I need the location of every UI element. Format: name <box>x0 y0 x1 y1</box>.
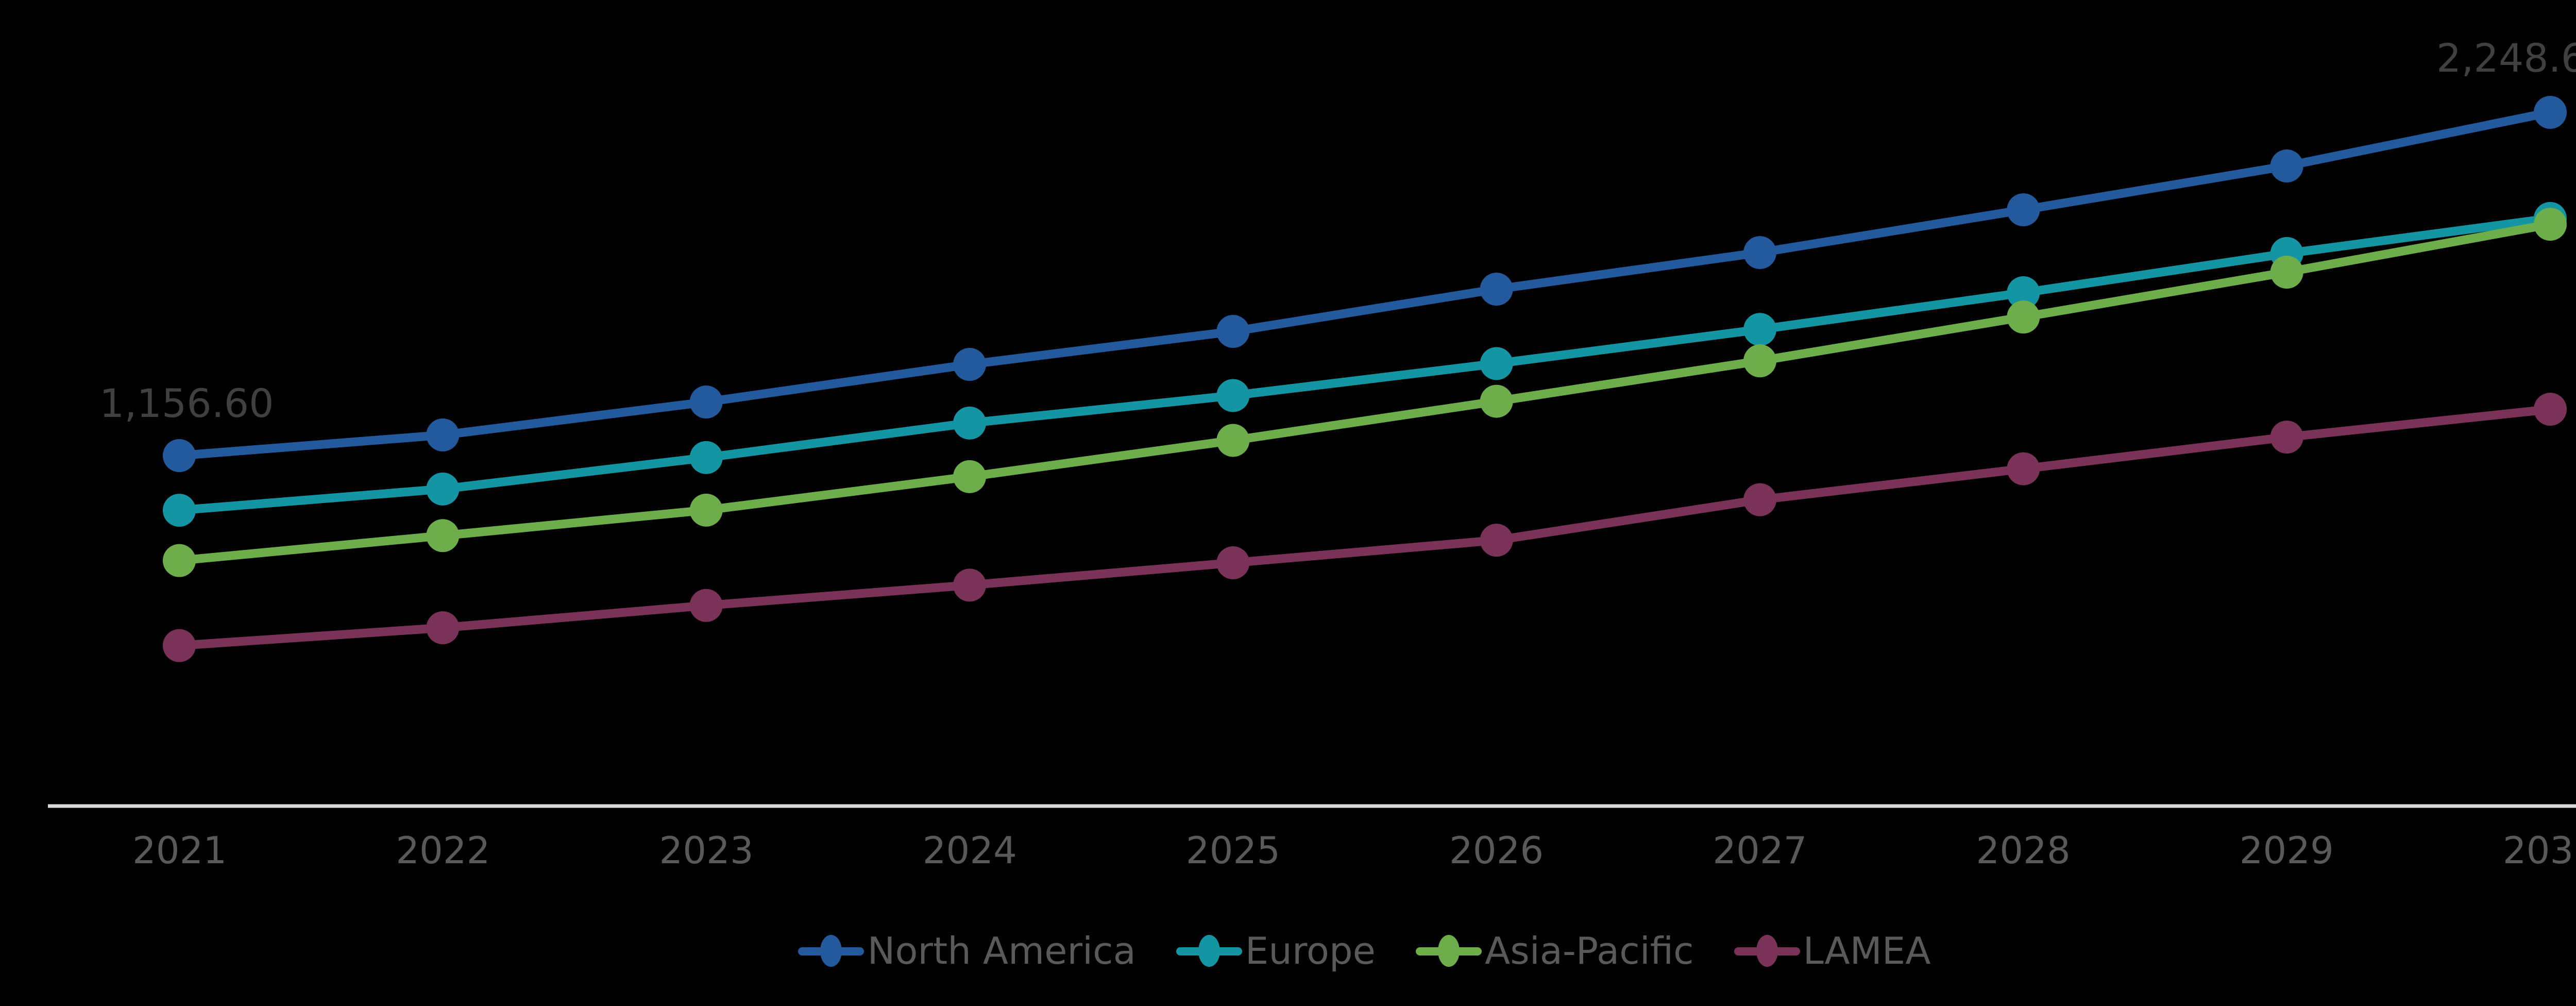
legend-marker-icon <box>798 935 865 967</box>
data-point-marker[interactable] <box>1743 344 1776 378</box>
data-point-marker[interactable] <box>2270 256 2303 289</box>
data-point-marker[interactable] <box>689 385 723 419</box>
data-point-marker[interactable] <box>163 629 196 662</box>
legend-marker-icon <box>1415 935 1482 967</box>
x-axis-tick-labels: 2021 2022 2023 2024 2025 2026 2027 2028 2029 2030 <box>48 825 2576 876</box>
legend-item-asia-pacific[interactable]: Asia-Pacific <box>1415 923 1694 979</box>
legend-item-lamea[interactable]: LAMEA <box>1734 923 1931 979</box>
series-line-asia-pacific <box>175 220 2555 565</box>
legend-item-label: LAMEA <box>1803 929 1931 973</box>
data-point-marker[interactable] <box>953 348 986 381</box>
series-group <box>163 96 2567 662</box>
data-point-marker[interactable] <box>2007 452 2040 485</box>
data-point-marker[interactable] <box>1216 315 1250 348</box>
data-point-marker[interactable] <box>2007 193 2040 227</box>
data-point-marker[interactable] <box>426 519 460 552</box>
x-axis-tick-2027: 2027 <box>1713 829 1807 872</box>
data-point-marker[interactable] <box>426 418 460 451</box>
data-point-marker[interactable] <box>1480 384 1513 418</box>
legend-marker-icon <box>1734 935 1800 967</box>
data-point-marker[interactable] <box>1480 524 1513 557</box>
data-point-marker[interactable] <box>426 472 460 506</box>
x-axis-tick-2023: 2023 <box>659 829 754 872</box>
legend-marker-icon <box>1176 935 1242 967</box>
x-axis-tick-2025: 2025 <box>1185 829 1281 872</box>
first-data-label: 1,156.60 <box>99 380 274 426</box>
data-point-marker[interactable] <box>2534 208 2567 241</box>
x-axis-tick-2028: 2028 <box>1976 829 2071 872</box>
series-line-north-america <box>175 108 2555 460</box>
data-point-marker[interactable] <box>2270 149 2303 183</box>
data-point-marker[interactable] <box>163 494 196 527</box>
data-point-marker[interactable] <box>689 589 723 622</box>
data-point-marker[interactable] <box>1216 379 1250 412</box>
last-data-label: 2,248.60 <box>2436 35 2576 81</box>
legend-item-label: Europe <box>1245 929 1376 973</box>
x-axis-tick-2026: 2026 <box>1449 829 1544 872</box>
data-point-marker[interactable] <box>689 441 723 474</box>
data-point-marker[interactable] <box>1216 546 1250 580</box>
x-axis-tick-2030: 2030 <box>2502 829 2576 872</box>
data-point-marker[interactable] <box>2270 421 2303 454</box>
legend-item-label: North America <box>867 929 1136 973</box>
x-axis-tick-2024: 2024 <box>922 829 1017 872</box>
data-point-marker[interactable] <box>1480 273 1513 306</box>
x-axis-tick-2021: 2021 <box>132 829 227 872</box>
legend-item-label: Asia-Pacific <box>1484 929 1694 973</box>
data-point-marker[interactable] <box>163 439 196 472</box>
data-point-marker[interactable] <box>2007 300 2040 334</box>
data-point-marker[interactable] <box>2007 276 2040 310</box>
data-point-marker[interactable] <box>1480 347 1513 380</box>
data-point-marker[interactable] <box>953 568 986 602</box>
data-point-marker[interactable] <box>953 460 986 493</box>
data-point-marker[interactable] <box>1743 313 1776 346</box>
data-point-marker[interactable] <box>163 544 196 577</box>
data-point-marker[interactable] <box>1743 236 1776 270</box>
data-point-marker[interactable] <box>2534 393 2567 426</box>
data-point-marker[interactable] <box>953 406 986 440</box>
x-axis-tick-2029: 2029 <box>2239 829 2334 872</box>
series-line-europe <box>175 214 2555 515</box>
chart-legend: North America Europe Asia-Pacific LAMEA <box>0 923 2576 979</box>
data-point-marker[interactable] <box>2534 96 2567 129</box>
x-axis-tick-2022: 2022 <box>396 829 490 872</box>
data-point-marker[interactable] <box>426 611 460 645</box>
data-point-marker[interactable] <box>1216 424 1250 457</box>
series-line-lamea <box>175 405 2555 650</box>
data-point-marker[interactable] <box>689 493 723 527</box>
data-point-marker[interactable] <box>1743 483 1776 516</box>
legend-item-europe[interactable]: Europe <box>1176 923 1376 979</box>
legend-item-north-america[interactable]: North America <box>798 923 1136 979</box>
